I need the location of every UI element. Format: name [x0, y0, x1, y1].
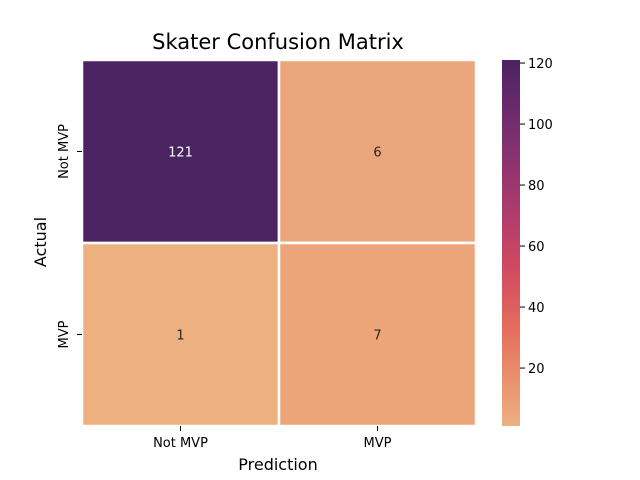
heatmap-cell — [80, 58, 281, 245]
colorbar-tick-label: 20 — [528, 362, 545, 377]
cell-value-label: 6 — [373, 146, 381, 161]
y-axis-label: Actual — [31, 217, 50, 267]
heatmap-cell-labels: 121 6 1 7 — [168, 146, 382, 344]
colorbar — [502, 60, 520, 426]
y-tick-label: MVP — [57, 320, 72, 348]
heatmap-cells — [80, 58, 478, 428]
colorbar-tick-label: 120 — [528, 57, 553, 72]
colorbar-tick-label: 80 — [528, 179, 545, 194]
heatmap-cell — [80, 241, 281, 428]
colorbar-tick-label: 100 — [528, 118, 553, 133]
x-tick-label: MVP — [364, 436, 392, 451]
heatmap-cell — [277, 241, 478, 428]
y-tick-label: Not MVP — [57, 124, 72, 179]
cell-value-label: 1 — [176, 329, 184, 344]
colorbar-tick-label: 40 — [528, 301, 545, 316]
colorbar-ticks: 20 40 60 80 100 120 — [520, 57, 553, 377]
x-axis-label: Prediction — [238, 455, 317, 474]
chart-title: Skater Confusion Matrix — [152, 30, 404, 54]
y-axis-ticks: Not MVP MVP — [57, 124, 82, 348]
colorbar-tick-label: 60 — [528, 240, 545, 255]
cell-value-label: 121 — [168, 146, 193, 161]
heatmap-cell — [277, 58, 478, 245]
x-tick-label: Not MVP — [153, 436, 208, 451]
cell-value-label: 7 — [373, 329, 381, 344]
x-axis-ticks: Not MVP MVP — [153, 426, 392, 451]
